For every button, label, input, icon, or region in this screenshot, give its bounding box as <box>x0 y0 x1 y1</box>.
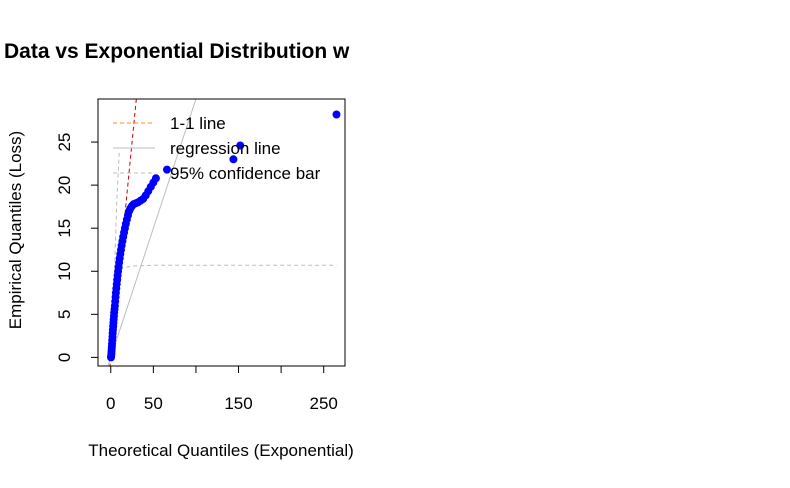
legend: 1-1 line regression line 95% confidence ba… <box>113 114 321 183</box>
data-point <box>332 110 341 119</box>
y-tick-label: 25 <box>55 133 74 152</box>
y-axis: 0 5 10 15 20 25 <box>55 133 99 362</box>
x-axis-label: Theoretical Quantiles (Exponential) <box>88 441 354 460</box>
y-axis-label: Empirical Quantiles (Loss) <box>6 131 25 329</box>
regression-line <box>107 99 197 366</box>
y-tick-label: 10 <box>55 262 74 281</box>
legend-label: 95% confidence bar <box>170 164 321 183</box>
x-axis: 0 50 150 250 <box>106 365 338 413</box>
x-tick-label: 0 <box>106 394 115 413</box>
data-point <box>236 141 245 150</box>
y-tick-label: 0 <box>55 353 74 362</box>
x-tick-label: 150 <box>224 394 252 413</box>
data-point <box>229 155 238 164</box>
x-tick-label: 250 <box>310 394 338 413</box>
confidence-band-lower <box>111 264 337 354</box>
data-point <box>162 165 171 174</box>
y-tick-label: 15 <box>55 219 74 238</box>
y-tick-label: 20 <box>55 176 74 195</box>
chart-title: Data vs Exponential Distribution w <box>4 40 350 63</box>
y-tick-label: 5 <box>55 310 74 319</box>
plot-area <box>107 99 341 366</box>
legend-label: regression line <box>170 139 281 158</box>
legend-label: 1-1 line <box>170 114 226 133</box>
x-tick-label: 50 <box>144 394 163 413</box>
data-point <box>151 174 160 183</box>
